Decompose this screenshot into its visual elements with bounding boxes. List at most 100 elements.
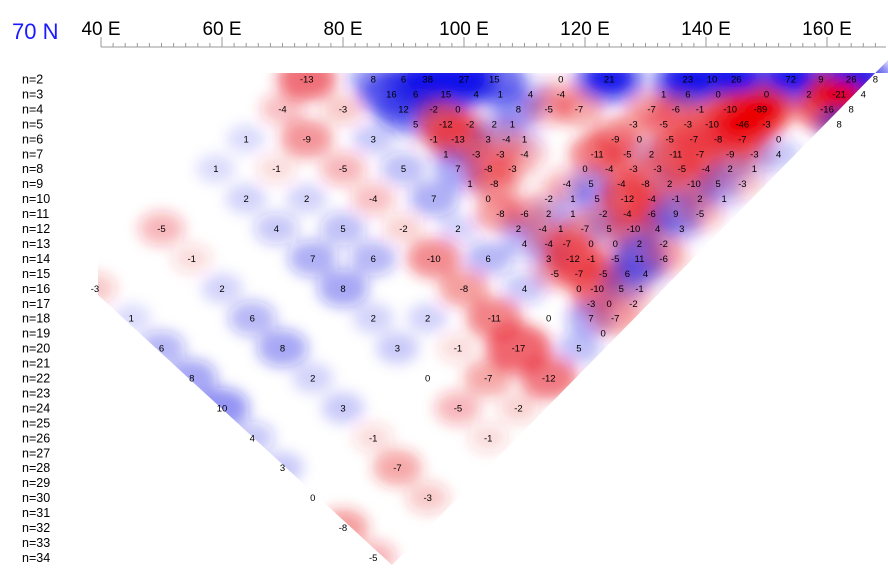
value-label: -1 <box>188 254 196 265</box>
value-label: -3 <box>508 164 516 175</box>
value-label: 3 <box>371 134 376 145</box>
value-label: -3 <box>738 179 746 190</box>
value-label: 0 <box>486 194 491 205</box>
x-tick-label: 160 E <box>802 19 852 40</box>
x-axis: 40 E 60 E 80 E 100 E 120 E 140 E 160 E <box>81 19 886 48</box>
value-label: -6 <box>520 209 528 220</box>
value-label: 0 <box>310 493 315 504</box>
value-label: 2 <box>637 239 642 250</box>
value-label: 4 <box>776 149 781 160</box>
heat-blob <box>228 300 277 336</box>
heat-blob <box>468 423 508 453</box>
row-label: n=24 <box>22 401 50 415</box>
value-label: -5 <box>339 164 347 175</box>
value-label: -10 <box>705 119 719 130</box>
value-label: -4 <box>278 104 286 115</box>
value-label: 4 <box>522 284 527 295</box>
heat-blob <box>406 481 450 514</box>
value-label: 0 <box>607 299 612 310</box>
value-label: 0 <box>776 134 781 145</box>
value-label: 2 <box>310 374 315 385</box>
heat-blob <box>286 183 328 214</box>
row-label: n=26 <box>22 431 50 445</box>
value-label: 4 <box>274 224 279 235</box>
value-label: -8 <box>339 523 347 534</box>
value-label: -3 <box>629 164 637 175</box>
value-label: -7 <box>484 374 492 385</box>
row-label: n=33 <box>22 536 50 550</box>
heat-blob <box>407 303 449 334</box>
value-label: 5 <box>576 344 581 355</box>
value-label: 5 <box>401 164 406 175</box>
value-label: -9 <box>302 134 310 145</box>
value-label: -3 <box>496 149 504 160</box>
value-label: -8 <box>714 134 722 145</box>
value-label: -10 <box>687 179 701 190</box>
value-label: 0 <box>601 329 606 340</box>
value-label: 8 <box>516 104 521 115</box>
value-label: 2 <box>649 149 654 160</box>
value-label: -5 <box>678 164 686 175</box>
value-label: 2 <box>371 314 376 325</box>
value-label: 5 <box>413 119 418 130</box>
heat-blob <box>463 359 513 397</box>
value-label: 3 <box>340 403 345 414</box>
value-label: -4 <box>557 89 565 100</box>
value-label: -2 <box>514 403 522 414</box>
value-label: -3 <box>653 164 661 175</box>
value-label: -11 <box>591 149 604 160</box>
value-label: 1 <box>558 224 563 235</box>
value-label: -11 <box>669 149 682 160</box>
value-label: 27 <box>459 75 470 86</box>
heat-blob <box>317 269 369 308</box>
value-label: -5 <box>551 269 559 280</box>
row-label: n=15 <box>22 267 50 281</box>
value-label: 0 <box>546 314 551 325</box>
value-label: -89 <box>754 104 768 115</box>
heat-blob <box>406 238 461 279</box>
row-label: n=31 <box>22 506 50 520</box>
heat-blob <box>352 303 394 334</box>
value-label: -4 <box>563 179 571 190</box>
value-label: -4 <box>538 224 546 235</box>
chart-title: 70 N <box>12 19 58 44</box>
value-label: -7 <box>696 149 704 160</box>
value-label: 5 <box>594 194 599 205</box>
value-label: -10 <box>723 104 737 115</box>
value-label: 16 <box>386 89 397 100</box>
value-label: 2 <box>304 194 309 205</box>
value-label: -3 <box>423 493 431 504</box>
row-label: n=29 <box>22 476 50 490</box>
heat-blob <box>292 362 334 394</box>
value-label: -4 <box>544 239 552 250</box>
value-label: 6 <box>625 269 630 280</box>
value-label: -7 <box>575 104 583 115</box>
row-label: n=9 <box>22 177 43 191</box>
value-label: -2 <box>659 239 667 250</box>
value-label: -9 <box>726 149 734 160</box>
value-label: -17 <box>512 344 526 355</box>
value-label: 6 <box>159 344 164 355</box>
value-label: 1 <box>443 149 448 160</box>
value-label: -3 <box>684 119 692 130</box>
value-label: 0 <box>715 89 720 100</box>
value-label: -1 <box>672 194 680 205</box>
value-label: -5 <box>665 134 673 145</box>
value-label: 6 <box>371 254 376 265</box>
row-label: n=23 <box>22 386 50 400</box>
value-label: -5 <box>454 403 462 414</box>
value-label: 2 <box>728 164 733 175</box>
value-label: 9 <box>818 75 823 86</box>
value-label: 2 <box>492 119 497 130</box>
row-label: n=4 <box>22 102 43 116</box>
value-label: 21 <box>604 75 615 86</box>
value-label: 0 <box>425 374 430 385</box>
value-label: 2 <box>244 194 249 205</box>
value-label: 8 <box>189 374 194 385</box>
row-label: n=20 <box>22 342 50 356</box>
x-tick-label: 80 E <box>323 19 362 40</box>
value-label: -3 <box>587 299 595 310</box>
value-label: 5 <box>588 179 593 190</box>
value-label: 1 <box>244 134 249 145</box>
